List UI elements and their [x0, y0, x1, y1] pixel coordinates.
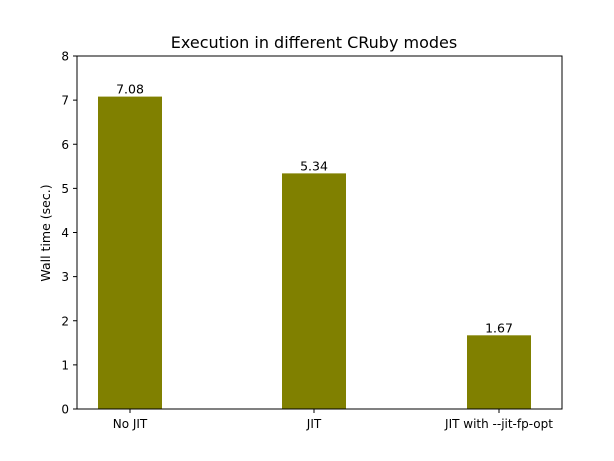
y-tick-label: 6 [61, 138, 69, 152]
y-tick-label: 8 [61, 50, 69, 64]
y-tick-label: 3 [61, 270, 69, 284]
bar [282, 173, 346, 409]
y-tick-label: 2 [61, 314, 69, 328]
y-tick-label: 5 [61, 182, 69, 196]
x-axis: No JIT JIT JIT with --jit-fp-opt [113, 409, 553, 431]
y-tick-label: 0 [61, 403, 69, 417]
bar-value-label: 5.34 [300, 158, 328, 173]
bars: 7.08 5.34 1.67 [98, 82, 531, 409]
y-tick-label: 1 [61, 358, 69, 372]
bar-value-label: 1.67 [485, 320, 513, 335]
y-tick-label: 7 [61, 94, 69, 108]
chart-title: Execution in different CRuby modes [171, 33, 457, 52]
bar-value-label: 7.08 [116, 82, 144, 97]
y-tick-label: 4 [61, 226, 69, 240]
x-tick-label: JIT [306, 417, 322, 431]
y-axis: 0 1 2 3 4 5 6 7 8 [61, 50, 77, 417]
x-tick-label: No JIT [113, 417, 148, 431]
bar [467, 335, 531, 409]
x-tick-label: JIT with --jit-fp-opt [444, 417, 553, 431]
bar [98, 96, 162, 409]
y-axis-label: Wall time (sec.) [38, 184, 53, 281]
plot-frame [76, 55, 563, 410]
